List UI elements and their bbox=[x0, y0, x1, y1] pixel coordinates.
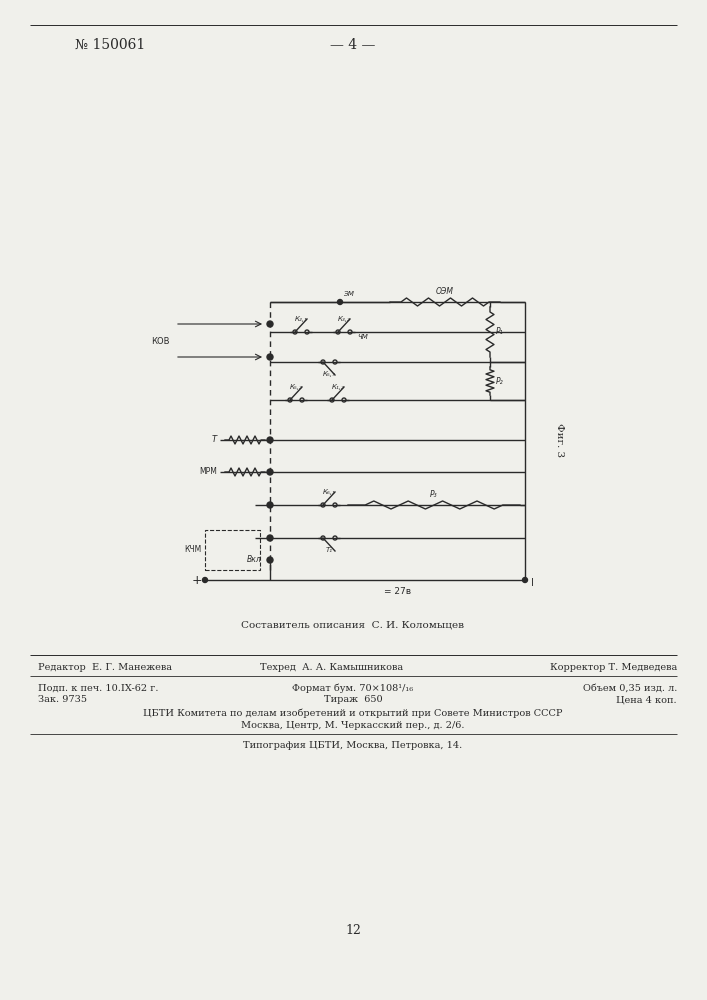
Text: ЭМ: ЭМ bbox=[343, 291, 354, 297]
Circle shape bbox=[267, 437, 273, 443]
Text: Подп. к печ. 10.IX-62 г.: Подп. к печ. 10.IX-62 г. bbox=[38, 684, 158, 692]
Text: Москва, Центр, М. Черкасский пер., д. 2/6.: Москва, Центр, М. Черкасский пер., д. 2/… bbox=[241, 720, 464, 730]
Circle shape bbox=[267, 354, 273, 360]
Circle shape bbox=[267, 321, 273, 327]
Text: Типография ЦБТИ, Москва, Петровка, 14.: Типография ЦБТИ, Москва, Петровка, 14. bbox=[243, 742, 462, 750]
Text: ОЭМ: ОЭМ bbox=[436, 287, 454, 296]
Text: Цена 4 коп.: Цена 4 коп. bbox=[617, 696, 677, 704]
Text: Фиг. 3: Фиг. 3 bbox=[556, 423, 564, 457]
Circle shape bbox=[267, 557, 273, 563]
Text: Техред  А. А. Камышникова: Техред А. А. Камышникова bbox=[260, 664, 403, 672]
Text: Тираж  650: Тираж 650 bbox=[324, 696, 382, 704]
Text: Корректор Т. Медведева: Корректор Т. Медведева bbox=[550, 664, 677, 672]
Text: № 150061: № 150061 bbox=[75, 38, 145, 52]
Text: — 4 —: — 4 — bbox=[330, 38, 375, 52]
Text: К₁,₂: К₁,₂ bbox=[332, 384, 344, 390]
Text: ЦБТИ Комитета по делам изобретений и открытий при Совете Министров СССР: ЦБТИ Комитета по делам изобретений и отк… bbox=[144, 708, 563, 718]
Circle shape bbox=[267, 535, 273, 541]
Circle shape bbox=[267, 502, 273, 508]
Circle shape bbox=[202, 578, 207, 582]
Text: = 27в: = 27в bbox=[384, 587, 411, 596]
Text: К₃,₂: К₃,₂ bbox=[338, 316, 351, 322]
Circle shape bbox=[337, 300, 342, 304]
Text: К₂,₁: К₂,₁ bbox=[295, 316, 308, 322]
Text: КЧМ: КЧМ bbox=[185, 546, 202, 554]
Text: МРМ: МРМ bbox=[199, 468, 217, 477]
Circle shape bbox=[267, 469, 273, 475]
Text: КОВ: КОВ bbox=[151, 338, 170, 347]
Text: Р₁: Р₁ bbox=[496, 328, 503, 336]
Bar bbox=[205, 530, 260, 570]
Circle shape bbox=[522, 578, 527, 582]
Text: К₅,₂: К₅,₂ bbox=[290, 384, 303, 390]
Text: Составитель описания  С. И. Коломыцев: Составитель описания С. И. Коломыцев bbox=[242, 620, 464, 630]
Text: I: I bbox=[531, 578, 534, 588]
Text: 12: 12 bbox=[345, 924, 361, 936]
Text: К₅,₇: К₅,₇ bbox=[322, 371, 335, 377]
Text: ЧМ: ЧМ bbox=[357, 334, 368, 340]
Text: К₆,₁: К₆,₁ bbox=[322, 489, 335, 495]
Text: Т: Т bbox=[212, 436, 217, 444]
Text: Зак. 9735: Зак. 9735 bbox=[38, 696, 87, 704]
Text: Вкл: Вкл bbox=[247, 556, 262, 564]
Text: Р₂: Р₂ bbox=[496, 376, 503, 385]
Text: Формат бум. 70×108¹/₁₆: Формат бум. 70×108¹/₁₆ bbox=[293, 683, 414, 693]
Text: Объем 0,35 изд. л.: Объем 0,35 изд. л. bbox=[583, 684, 677, 692]
Text: +: + bbox=[192, 574, 202, 586]
Text: Т₁: Т₁ bbox=[325, 547, 332, 553]
Text: Редактор  Е. Г. Манежева: Редактор Е. Г. Манежева bbox=[38, 664, 172, 672]
Text: Р₃: Р₃ bbox=[430, 490, 438, 499]
